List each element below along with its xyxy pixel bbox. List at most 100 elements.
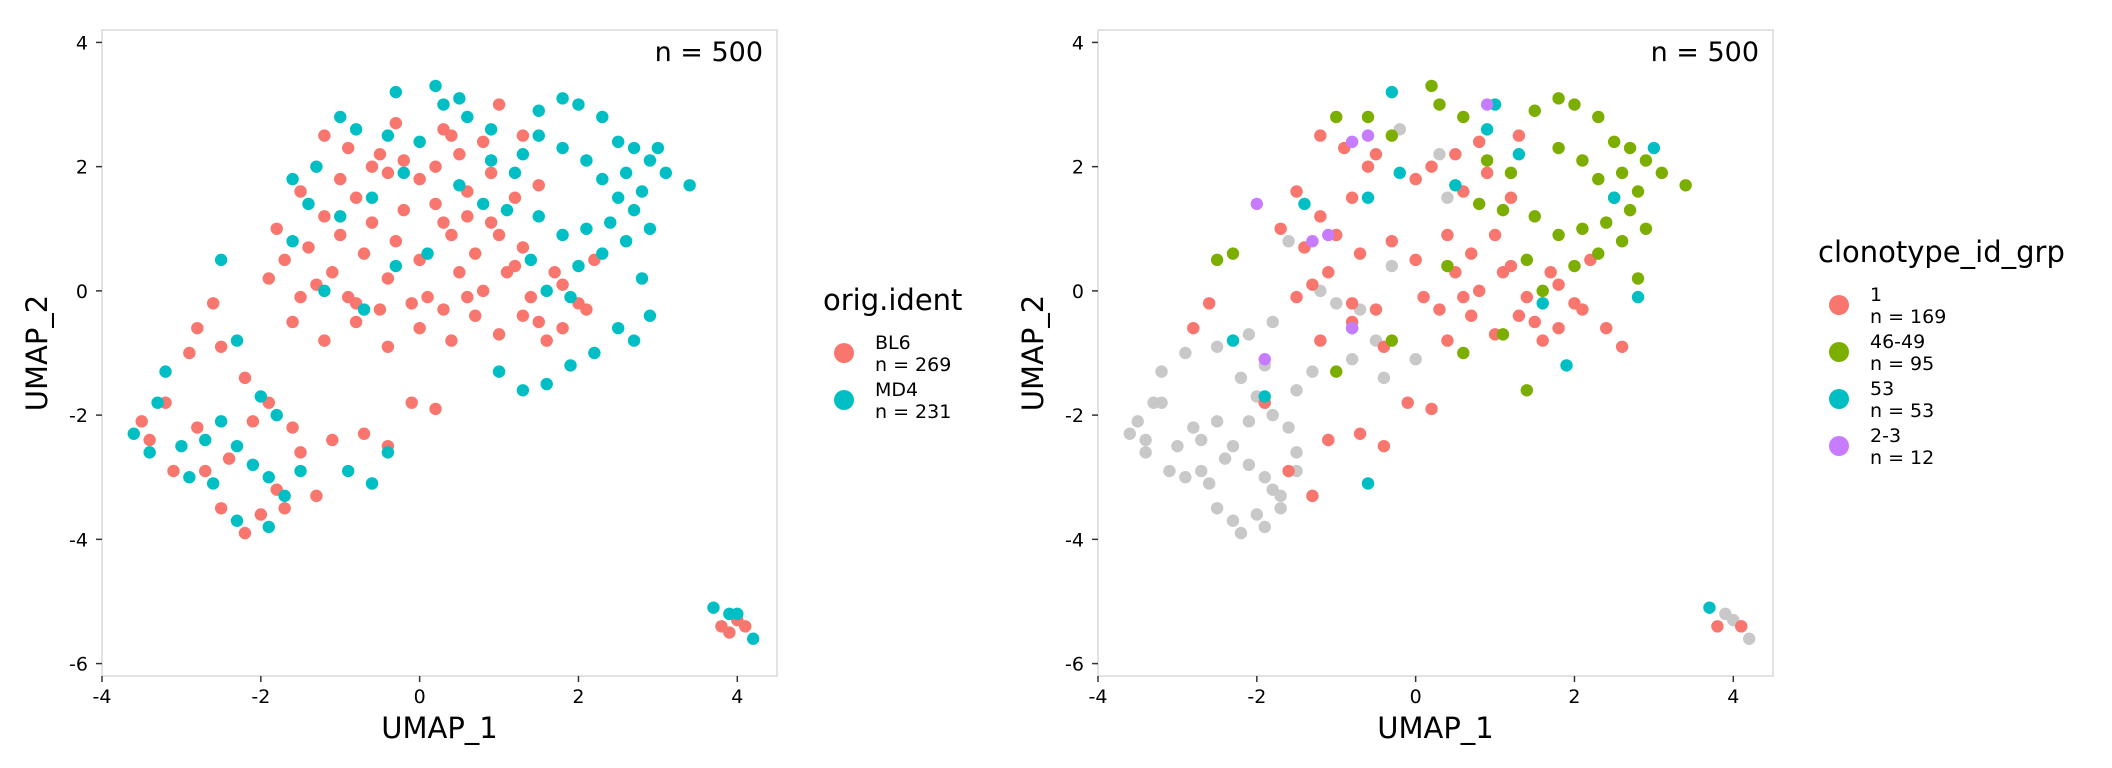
legend-key <box>1829 436 1849 456</box>
data-point <box>1528 210 1541 223</box>
data-point <box>572 259 585 273</box>
x-tick-label: -2 <box>1247 686 1266 708</box>
data-point <box>635 185 649 198</box>
data-point <box>1345 135 1359 149</box>
data-point <box>1385 85 1399 99</box>
series-BL6 <box>135 98 752 639</box>
data-point <box>286 172 299 186</box>
data-point <box>580 222 593 235</box>
data-point <box>437 303 450 316</box>
data-point <box>1322 433 1335 447</box>
data-point <box>1512 148 1526 161</box>
data-point <box>199 433 212 447</box>
data-point <box>214 415 228 428</box>
data-point <box>1425 79 1438 93</box>
data-point <box>484 154 498 167</box>
data-point <box>1592 247 1605 260</box>
data-point <box>516 148 530 161</box>
data-point <box>1512 129 1526 142</box>
data-point <box>1139 433 1152 447</box>
data-point <box>1385 259 1399 273</box>
data-point <box>1234 526 1248 540</box>
legend-entry-count: n = 53 <box>1870 400 1934 422</box>
data-point <box>199 464 212 478</box>
data-point <box>611 321 625 335</box>
data-point <box>1345 191 1359 204</box>
data-point <box>532 129 545 142</box>
data-point <box>1155 396 1168 409</box>
data-point <box>1393 166 1406 180</box>
data-point <box>437 216 450 229</box>
data-point <box>1306 278 1319 291</box>
data-point <box>1314 334 1327 347</box>
x-tick-label: 0 <box>1410 686 1422 708</box>
data-point <box>1504 259 1518 273</box>
data-point <box>1306 365 1319 378</box>
series-53 <box>1226 85 1716 614</box>
data-point <box>1742 632 1756 645</box>
data-point <box>238 526 252 540</box>
data-point <box>310 489 323 503</box>
data-point <box>1472 197 1486 211</box>
data-point <box>445 228 458 242</box>
data-point <box>1457 290 1470 304</box>
data-point <box>1274 502 1287 515</box>
y-axis-title: UMAP_2 <box>1016 295 1050 412</box>
data-point <box>611 191 625 204</box>
legend-entry-name: 1 <box>1870 284 1882 306</box>
data-point <box>1250 508 1264 521</box>
data-point <box>1496 328 1510 341</box>
data-point <box>341 290 355 304</box>
data-point <box>516 309 530 322</box>
data-point <box>1703 601 1716 614</box>
data-point <box>453 179 466 192</box>
x-axis-title: UMAP_1 <box>381 711 498 745</box>
x-tick-label: -4 <box>93 686 112 708</box>
data-point <box>278 502 291 515</box>
data-point <box>1282 464 1295 478</box>
data-point <box>484 166 498 180</box>
data-point <box>334 210 347 223</box>
y-tick-label: 4 <box>1072 32 1084 54</box>
data-point <box>294 290 307 304</box>
data-point <box>540 284 553 298</box>
data-point <box>1631 185 1645 198</box>
data-point <box>381 340 395 353</box>
data-point <box>1433 98 1446 111</box>
data-point <box>580 154 593 167</box>
data-point <box>532 179 545 192</box>
data-point <box>1409 253 1422 267</box>
data-point <box>1552 228 1565 242</box>
legend-entry-count: n = 231 <box>875 401 951 423</box>
data-point <box>381 166 395 180</box>
legend-entry-count: n = 95 <box>1870 353 1934 375</box>
data-point <box>604 216 617 229</box>
x-tick-label: 0 <box>414 686 426 708</box>
data-point <box>556 92 569 105</box>
data-point <box>1210 253 1224 267</box>
data-point <box>1449 148 1462 161</box>
data-point <box>318 284 331 298</box>
data-point <box>556 141 569 155</box>
data-point <box>191 321 204 335</box>
data-point <box>1330 297 1343 310</box>
data-point <box>1615 234 1629 248</box>
data-point <box>469 309 482 322</box>
data-point <box>1631 290 1645 304</box>
data-point <box>1607 135 1621 149</box>
legend-title: clonotype_id_grp <box>1818 235 2065 269</box>
data-point <box>1361 160 1375 173</box>
data-point <box>318 334 331 347</box>
data-point <box>365 477 379 490</box>
data-point <box>1496 203 1510 217</box>
data-point <box>397 203 410 217</box>
data-point <box>1314 129 1327 142</box>
data-point <box>389 234 403 248</box>
data-point <box>1258 390 1271 403</box>
data-point <box>254 508 268 521</box>
x-tick-label: 4 <box>1727 686 1739 708</box>
data-point <box>731 607 744 621</box>
data-point <box>127 427 140 440</box>
